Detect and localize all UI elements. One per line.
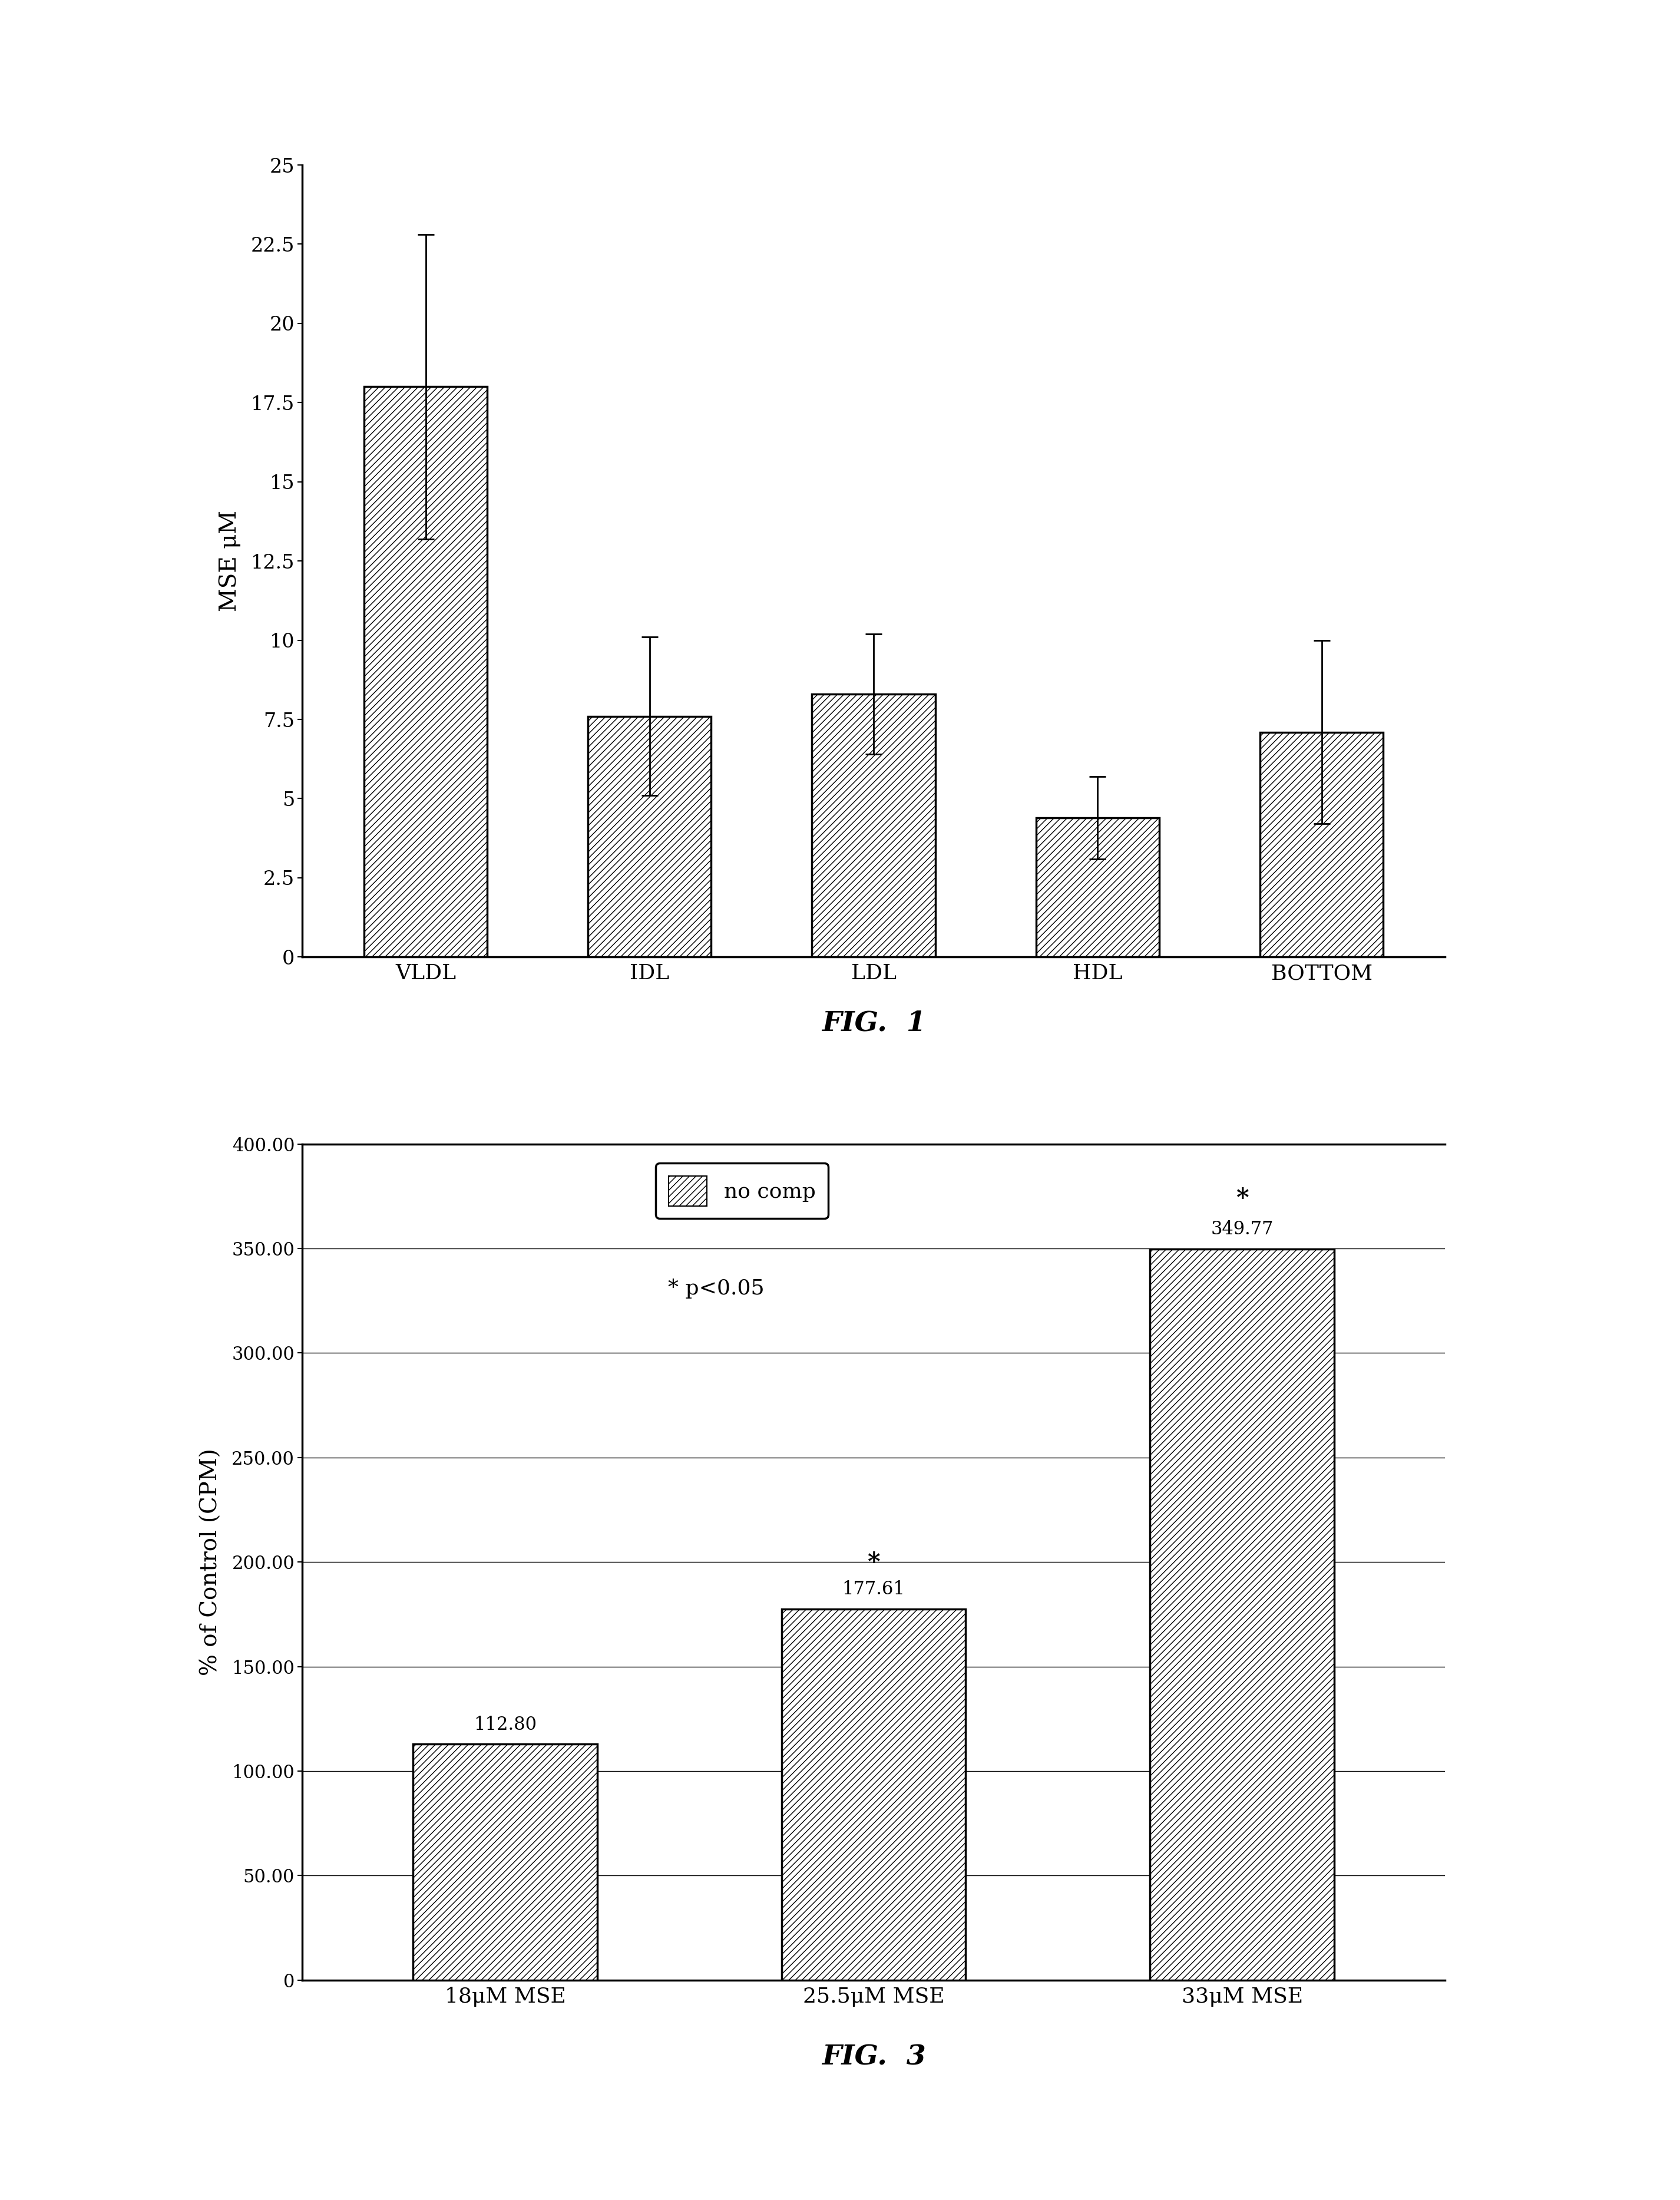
Text: FIG.  1: FIG. 1 [822, 1010, 926, 1036]
Bar [1037, 818, 1159, 957]
Text: * p<0.05: * p<0.05 [669, 1278, 764, 1298]
Legend: no comp: no comp [655, 1164, 828, 1219]
Bar [1260, 733, 1383, 957]
Text: 349.77: 349.77 [1211, 1221, 1273, 1239]
Bar [588, 717, 711, 957]
Y-axis label: MSE μM: MSE μM [218, 510, 240, 612]
Bar [413, 1745, 596, 1980]
Text: *: * [867, 1551, 880, 1575]
Text: 177.61: 177.61 [842, 1580, 906, 1599]
Text: *: * [1236, 1186, 1248, 1212]
Text: 112.80: 112.80 [474, 1716, 536, 1734]
Text: FIG.  3: FIG. 3 [822, 2044, 926, 2070]
Bar [781, 1608, 966, 1980]
Bar [811, 693, 936, 957]
Bar [365, 387, 487, 957]
Bar [1151, 1250, 1334, 1980]
Y-axis label: % of Control (CPM): % of Control (CPM) [200, 1448, 222, 1676]
